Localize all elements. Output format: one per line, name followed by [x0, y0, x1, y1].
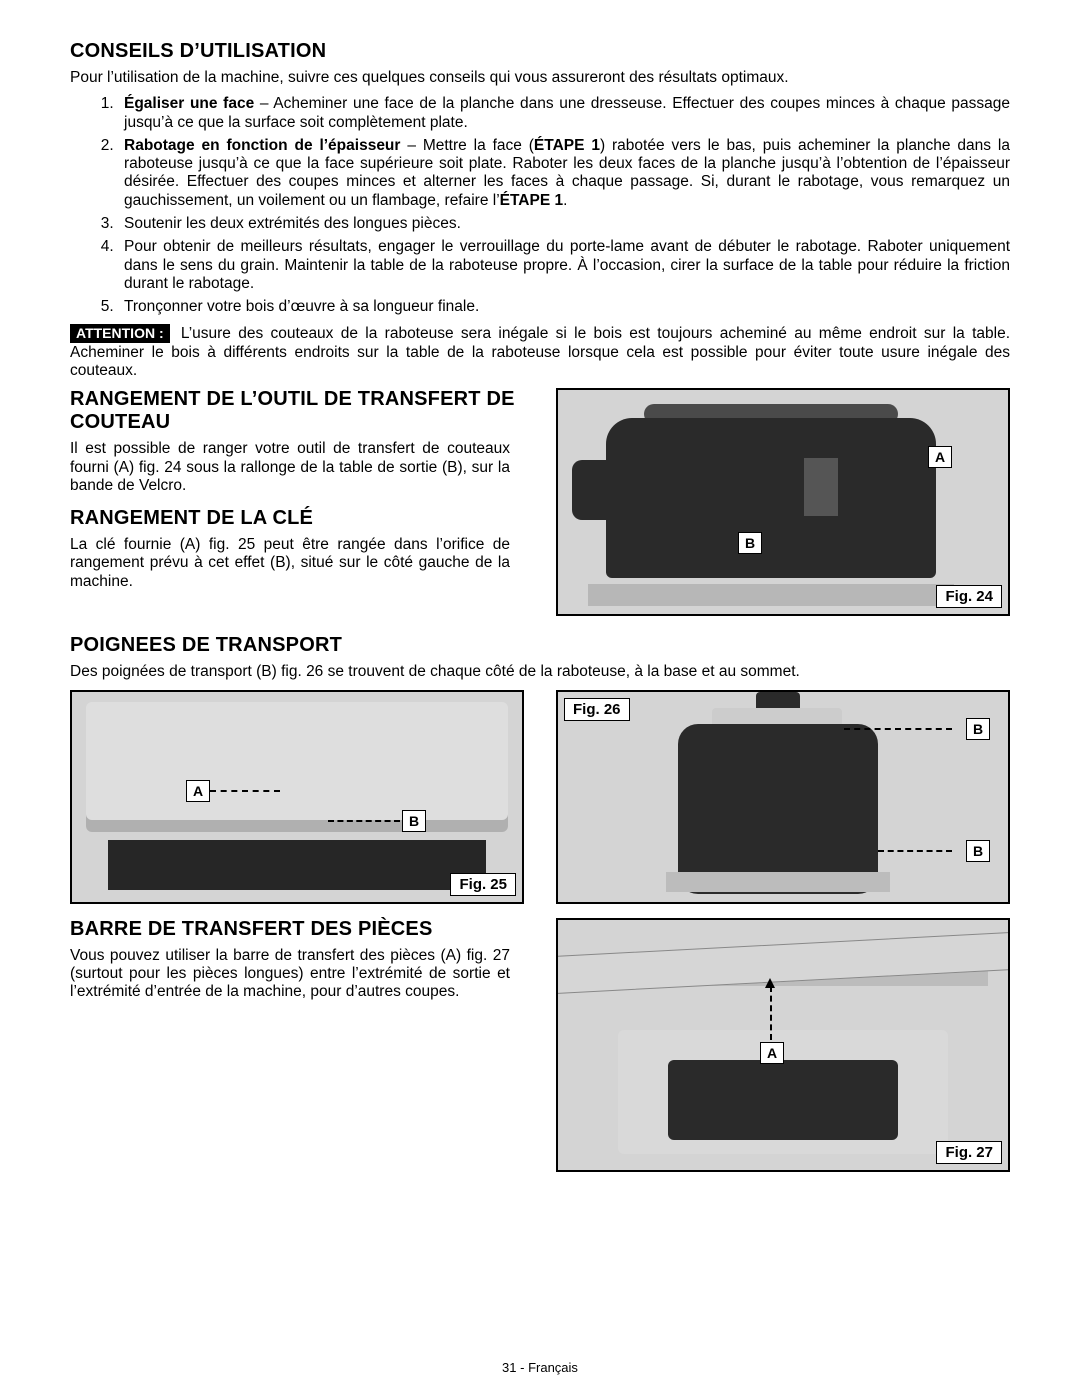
list-item: Soutenir les deux extrémités des longues…	[118, 215, 1010, 233]
attention-badge: ATTENTION :	[70, 324, 170, 343]
text-frag: .	[563, 192, 567, 209]
machine-base	[666, 872, 890, 892]
bold-term: ÉTAPE 1	[500, 192, 563, 209]
text-poignees: Des poignées de transport (B) fig. 26 se…	[70, 663, 1010, 681]
callout-B-top: B	[966, 718, 990, 740]
machine-body	[606, 418, 936, 578]
leader-line-B2	[878, 850, 952, 852]
arrow-up-icon	[765, 978, 775, 988]
figure-26: B B Fig. 26	[556, 690, 1010, 904]
figure-label: Fig. 24	[936, 585, 1002, 608]
footer-lang: Français	[528, 1360, 578, 1375]
figure-27: A Fig. 27	[556, 918, 1010, 1172]
col-left: BARRE DE TRANSFERT DES PIÈCES Vous pouve…	[70, 918, 524, 1010]
heading-rangement-outil: RANGEMENT DE L’OUTIL DE TRANSFERT DE COU…	[70, 388, 524, 434]
bold-term: ÉTAPE 1	[534, 137, 600, 154]
heading-rangement-cle: RANGEMENT DE LA CLÉ	[70, 507, 524, 530]
machine-side	[108, 840, 486, 890]
machine-base	[588, 584, 954, 606]
text-rangement-outil: Il est possible de ranger votre outil de…	[70, 440, 510, 495]
text-barre: Vous pouvez utiliser la barre de transfe…	[70, 947, 510, 1002]
list-item: Tronçonner votre bois d’œuvre à sa longu…	[118, 298, 1010, 316]
figure-label: Fig. 27	[936, 1141, 1002, 1164]
figure-25: A B Fig. 25	[70, 690, 524, 904]
conseils-list: Égaliser une face – Acheminer une face d…	[70, 95, 1010, 316]
figure-label: Fig. 26	[564, 698, 630, 721]
callout-B: B	[738, 532, 762, 554]
intro-conseils: Pour l’utilisation de la machine, suivre…	[70, 69, 1010, 87]
callout-B: B	[402, 810, 426, 832]
figure-label: Fig. 25	[450, 873, 516, 896]
leader-line-A	[770, 986, 772, 1040]
callout-A: A	[928, 446, 952, 468]
list-item: Pour obtenir de meilleurs résultats, eng…	[118, 238, 1010, 293]
bold-term: Rabotage en fonction de l’épaisseur	[124, 137, 400, 154]
text-frag: – Mettre la face (	[400, 137, 533, 154]
col-left: RANGEMENT DE L’OUTIL DE TRANSFERT DE COU…	[70, 388, 524, 599]
attention-text: L’usure des couteaux de la raboteuse ser…	[70, 325, 1010, 379]
leader-line-A	[210, 790, 280, 792]
leader-line-B1	[844, 728, 952, 730]
attention-paragraph: ATTENTION : L’usure des couteaux de la r…	[70, 324, 1010, 380]
figure-24: A B Fig. 24	[556, 388, 1010, 616]
heading-conseils: CONSEILS D’UTILISATION	[70, 40, 1010, 63]
machine-body	[678, 724, 878, 894]
heading-barre: BARRE DE TRANSFERT DES PIÈCES	[70, 918, 524, 941]
text-rangement-cle: La clé fournie (A) fig. 25 peut être ran…	[70, 536, 510, 591]
list-item: Égaliser une face – Acheminer une face d…	[118, 95, 1010, 132]
tool-a	[804, 458, 838, 516]
list-item: Rabotage en fonction de l’épaisseur – Me…	[118, 137, 1010, 210]
callout-A: A	[186, 780, 210, 802]
callout-A: A	[760, 1042, 784, 1064]
heading-poignees: POIGNEES DE TRANSPORT	[70, 634, 1010, 657]
callout-B-bottom: B	[966, 840, 990, 862]
machine-dark	[668, 1060, 898, 1140]
manual-page: CONSEILS D’UTILISATION Pour l’utilisatio…	[0, 0, 1080, 1397]
leader-line-B	[328, 820, 400, 822]
page-number: 31	[502, 1360, 516, 1375]
page-footer: 31 - Français	[0, 1360, 1080, 1375]
machine-body	[86, 702, 508, 832]
text-frag: – Acheminer une face de la planche dans …	[124, 95, 1010, 130]
footer-sep: -	[517, 1360, 529, 1375]
bold-term: Égaliser une face	[124, 95, 254, 112]
